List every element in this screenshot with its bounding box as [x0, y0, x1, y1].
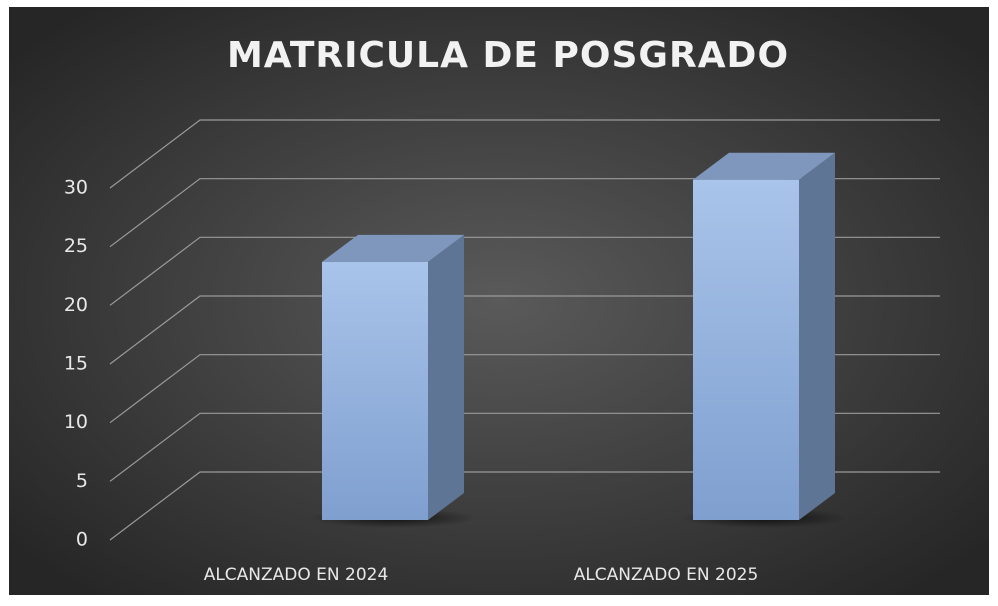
- grid-line: [109, 119, 940, 189]
- y-tick-label: 5: [76, 470, 88, 492]
- y-tick-label: 20: [64, 294, 88, 316]
- bar-top: [693, 152, 835, 180]
- bar-side: [428, 234, 464, 520]
- bar: [693, 179, 799, 520]
- grid-line: [109, 178, 940, 248]
- y-tick-label: 30: [64, 177, 88, 199]
- bar-top: [322, 234, 464, 262]
- chart-background: [9, 7, 989, 595]
- y-tick-label: 15: [64, 353, 88, 375]
- bar-side: [799, 152, 835, 520]
- x-tick-label: ALCANZADO EN 2024: [204, 565, 389, 585]
- x-tick-label: ALCANZADO EN 2025: [574, 565, 759, 585]
- y-tick-label: 10: [64, 411, 88, 433]
- y-tick-label: 0: [76, 529, 88, 551]
- bar: [322, 261, 428, 520]
- chart-title: MATRICULA DE POSGRADO: [227, 35, 789, 76]
- y-tick-label: 25: [64, 235, 88, 257]
